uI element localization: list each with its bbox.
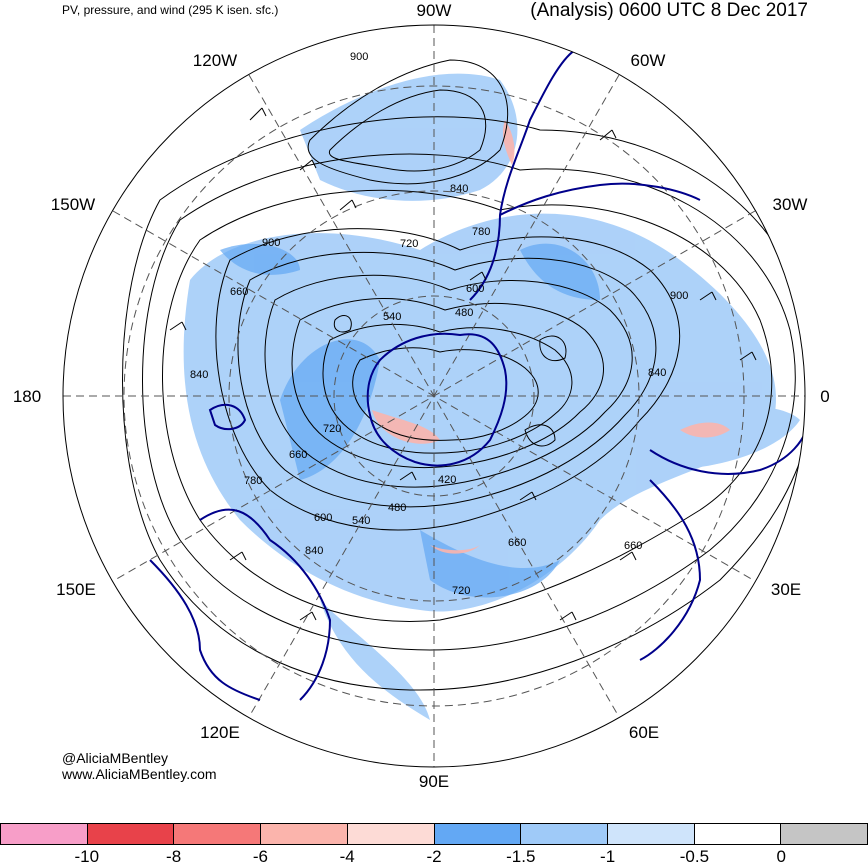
lon-label-60e: 60E [628, 723, 660, 742]
pressure-contours [122, 59, 805, 691]
credit-handle: @AliciaMBentley [62, 750, 169, 766]
contour-label: 780 [244, 475, 262, 487]
contour-label: 660 [508, 537, 526, 549]
colorbar-tick-label: -10 [74, 847, 100, 866]
colorbar-swatch [693, 823, 781, 845]
contour-label: 540 [352, 515, 370, 527]
colorbar-swatch [86, 823, 174, 845]
map-subtitle: PV, pressure, and wind (295 K isen. sfc.… [62, 3, 279, 17]
colorbar-tick-label: -4 [339, 847, 355, 866]
colorbar-tick-label: -8 [166, 847, 182, 866]
contour-label: 600 [466, 283, 484, 295]
contour-label: 900 [262, 237, 280, 249]
contour-label: 480 [388, 502, 406, 514]
pv-shading-dark [220, 243, 600, 598]
contour-label: 600 [314, 512, 332, 524]
colorbar-tick-label: -1.5 [506, 847, 536, 866]
contour-label: 660 [230, 286, 248, 298]
pv-shading [183, 73, 800, 720]
contour-label: 480 [455, 307, 473, 319]
contour-label: 900 [670, 290, 688, 302]
lon-label-120w: 120W [192, 51, 238, 70]
contour-label: 660 [289, 449, 307, 461]
colorbar-tick-label: -2 [426, 847, 442, 866]
contour-label: 840 [648, 367, 666, 379]
contour-label: 720 [323, 423, 341, 435]
lon-label-60w: 60W [630, 51, 666, 70]
credit-url: www.AliciaMBentley.com [62, 766, 217, 782]
contour-label: 780 [472, 226, 490, 238]
credit-block: @AliciaMBentley www.AliciaMBentley.com [62, 750, 217, 782]
lon-label-120e: 120E [200, 723, 240, 742]
colorbar-tick-label: -0.5 [679, 847, 710, 866]
colorbar-swatch [346, 823, 434, 845]
lon-label-90e: 90E [418, 772, 450, 791]
graticule [63, 25, 805, 767]
contour-labels: 900 840 780 720 660 600 540 480 420 720 … [190, 51, 688, 597]
colorbar-tick-label: -1 [600, 847, 616, 866]
colorbar-swatch [433, 823, 521, 845]
colorbar-swatch [173, 823, 261, 845]
pv-shading-pink [372, 120, 730, 554]
contour-label: 840 [305, 545, 323, 557]
contour-label: 420 [438, 474, 456, 486]
lon-label-180: 180 [12, 387, 42, 406]
colorbar-swatch [780, 823, 868, 845]
colorbar-tick-label: 0 [776, 847, 786, 866]
wind-barbs [169, 107, 757, 621]
lon-label-30w: 30W [772, 195, 808, 214]
colorbar-swatch [606, 823, 694, 845]
contour-label: 840 [450, 183, 468, 195]
coastlines [149, 49, 805, 701]
contour-label: 840 [190, 369, 208, 381]
lon-label-90w: 90W [416, 1, 452, 20]
lon-label-30e: 30E [770, 580, 802, 599]
contour-label: 660 [624, 540, 642, 552]
contour-label: 540 [383, 311, 401, 323]
contour-label: 900 [350, 51, 368, 63]
contour-label: 720 [452, 585, 470, 597]
map-title: (Analysis) 0600 UTC 8 Dec 2017 [530, 0, 808, 21]
colorbar-swatch [520, 823, 607, 845]
colorbar-swatch [260, 823, 347, 845]
lon-label-150w: 150W [50, 195, 96, 214]
lon-label-150e: 150E [56, 580, 96, 599]
colorbar-tick-label: -6 [252, 847, 268, 866]
contour-label: 720 [400, 238, 418, 250]
colorbar [0, 823, 868, 847]
lon-label-0: 0 [820, 387, 830, 406]
colorbar-swatch [0, 823, 87, 845]
